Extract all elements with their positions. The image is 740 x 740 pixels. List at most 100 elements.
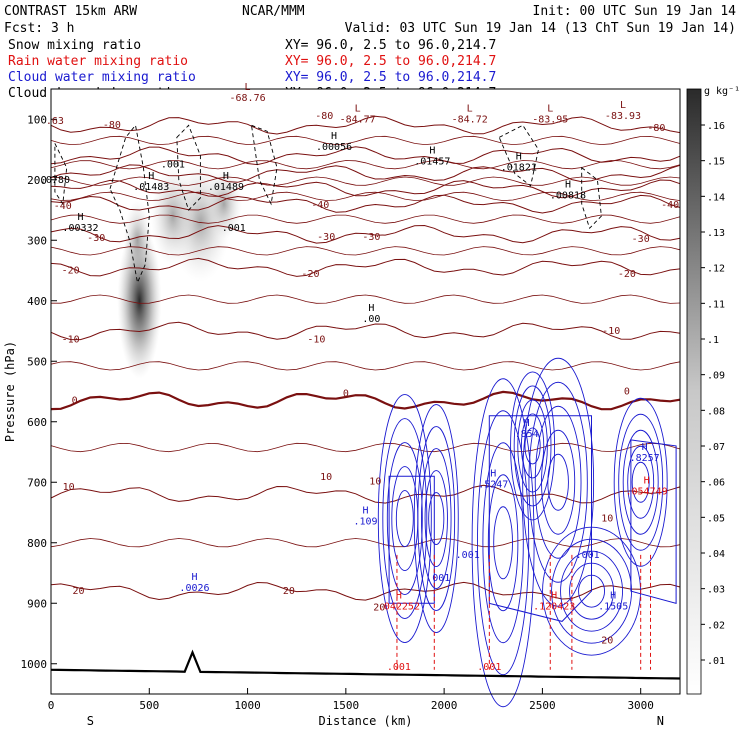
field-xy: XY= 96.0, 2.5 to 96.0,214.7 <box>285 70 496 85</box>
colorbar-tick-label: .08 <box>707 406 725 417</box>
extremum-value: -83.95 <box>532 114 568 125</box>
extremum-value: .001 <box>161 160 185 171</box>
extremum-marker: H <box>610 590 616 601</box>
temperature-label: -30 <box>632 234 650 245</box>
extremum-marker: L <box>547 103 553 114</box>
x-tick-label: 3000 <box>627 699 654 712</box>
colorbar-tick-label: .02 <box>707 620 725 631</box>
temperature-label: 20 <box>601 636 613 647</box>
cloud-water-contour <box>510 371 556 521</box>
cloud-ice-contour <box>176 124 201 211</box>
x-tick-label: 2000 <box>431 699 458 712</box>
x-end-label-right: N <box>657 714 664 728</box>
cloud-water-contour <box>630 439 677 604</box>
temperature-label: 10 <box>601 513 613 524</box>
extremum-value: -68.76 <box>230 93 266 104</box>
temperature-label: 0 <box>624 386 630 397</box>
extremum-marker: H <box>223 171 229 182</box>
extremum-marker: H <box>524 418 530 429</box>
header-model: CONTRAST 15km ARW <box>4 4 137 19</box>
temperature-contour <box>50 224 681 244</box>
extremum-marker: H <box>429 146 435 157</box>
cloud-water-contour <box>477 410 530 676</box>
header-org: NCAR/MMM <box>242 4 305 19</box>
extremum-value: .1505 <box>598 601 628 612</box>
temperature-label: 20 <box>283 586 295 597</box>
colorbar <box>686 88 702 695</box>
cloud-water-contour <box>520 413 545 479</box>
temperature-label: 20 <box>72 586 84 597</box>
temperature-label: 10 <box>320 472 332 483</box>
y-tick-label: 800 <box>27 537 47 550</box>
cloud-water-contour <box>528 381 588 583</box>
y-tick-label: 300 <box>27 234 47 247</box>
cloud-water-contour <box>424 470 448 567</box>
header-init: Init: 00 UTC Sun 19 Jan 14 <box>533 4 737 19</box>
extremum-marker: H <box>368 303 374 314</box>
temperature-label: -10 <box>307 334 325 345</box>
cloud-water-contour <box>377 394 432 643</box>
extremum-marker: H <box>77 212 83 223</box>
y-tick-label: 600 <box>27 416 47 429</box>
temperature-contour <box>50 538 681 548</box>
extremum-value: .001 <box>477 662 501 673</box>
temperature-contour <box>50 442 681 453</box>
temperature-contour <box>50 176 681 186</box>
cloud-water-contour <box>493 506 513 580</box>
cloud-water-contour <box>513 385 552 507</box>
temperature-label: -20 <box>618 269 636 280</box>
colorbar-tick-label: .16 <box>707 121 725 132</box>
temperature-label: -20 <box>301 269 319 280</box>
extremum-value: .0780 <box>40 175 70 186</box>
snow-shading-blob <box>123 200 152 281</box>
field-name: Rain water mixing ratio <box>8 54 188 69</box>
cloud-ice-contour <box>498 124 539 187</box>
extremum-value: .00 <box>362 314 380 325</box>
extremum-marker: H <box>396 590 402 601</box>
cloud-water-contour <box>547 453 569 511</box>
temperature-label: -30 <box>317 232 335 243</box>
x-end-label-left: S <box>87 714 94 728</box>
colorbar-tick-label: .03 <box>707 585 725 596</box>
field-name: Snow mixing ratio <box>8 38 141 53</box>
cloud-water-contour <box>627 445 655 519</box>
temperature-contour <box>50 214 681 224</box>
temperature-label: -40 <box>311 200 329 211</box>
temperature-contour <box>50 115 681 135</box>
cloud-water-contour <box>622 429 659 535</box>
extremum-value: .00332 <box>62 223 98 234</box>
header-forecast: Fcst: 3 h <box>4 21 74 36</box>
extremum-marker: H <box>148 171 154 182</box>
extremum-value: .5247 <box>478 480 508 491</box>
colorbar-tick-label: .04 <box>707 549 725 560</box>
y-tick-label: 400 <box>27 295 47 308</box>
cloud-water-contour <box>618 413 664 551</box>
cloud-ice-contour <box>54 143 68 206</box>
y-tick-label: 1000 <box>21 658 48 671</box>
extremum-marker: L <box>620 100 626 111</box>
colorbar-tick-label: .11 <box>707 299 725 310</box>
cloud-water-contour <box>471 378 535 708</box>
extremum-value: -84.72 <box>452 114 488 125</box>
temperature-label: -80 <box>315 111 333 122</box>
cloud-water-contour <box>421 448 452 589</box>
extremum-value: .120423 <box>533 601 575 612</box>
cloud-water-contour <box>524 427 541 465</box>
extremum-value: -84.77 <box>340 114 376 125</box>
plot-frame <box>50 88 681 695</box>
extremum-marker: H <box>551 590 557 601</box>
temperature-contour <box>50 179 681 199</box>
plot-background <box>51 89 680 694</box>
snow-shading-blob <box>205 168 242 239</box>
cloud-water-contour <box>613 397 668 567</box>
colorbar-tick-label: .01 <box>707 656 725 667</box>
extremum-marker: H <box>642 442 648 453</box>
cloud-ice-contour <box>581 166 602 230</box>
cloud-water-contour <box>417 426 456 611</box>
colorbar-tick-label: .13 <box>707 228 725 239</box>
extremum-marker: H <box>644 475 650 486</box>
x-tick-label: 1000 <box>234 699 261 712</box>
colorbar-tick-label: .06 <box>707 478 725 489</box>
extremum-marker: H <box>331 131 337 142</box>
extremum-marker: H <box>565 179 571 190</box>
